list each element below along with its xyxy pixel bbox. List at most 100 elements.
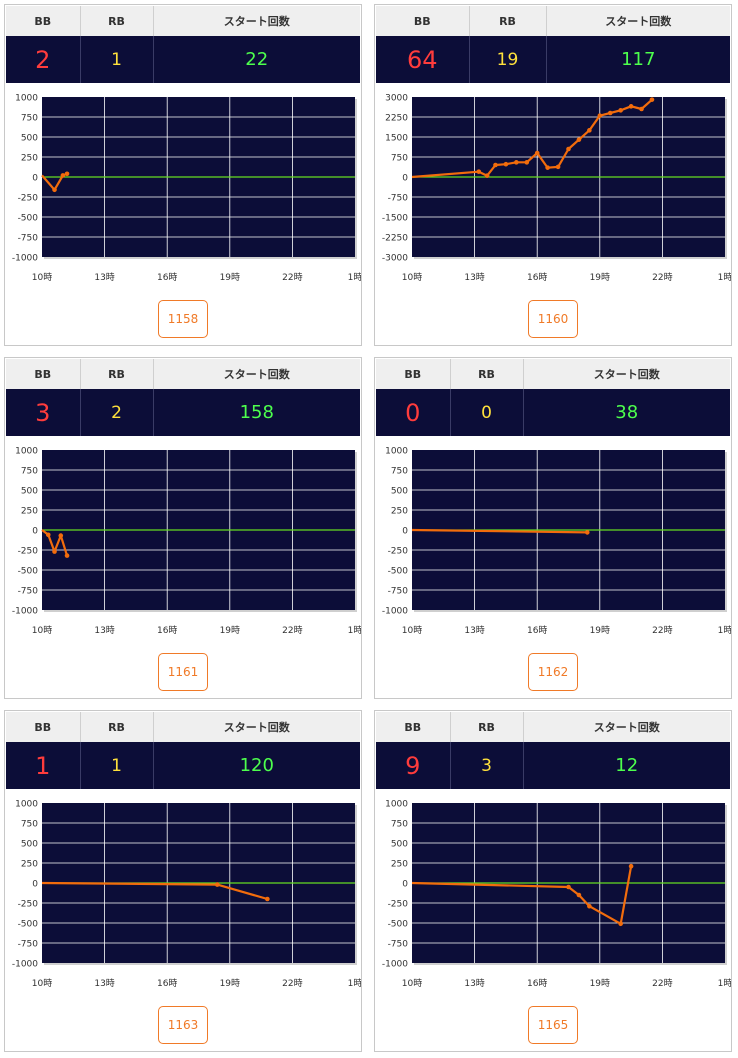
y-tick-label: 0 [32,880,38,890]
machine-number-button[interactable]: 1162 [528,653,578,691]
machine-card: BB RB スタート回数 9 3 12 1000 750 500 250 0 -250 -5… [374,710,732,1052]
y-tick-label: -500 [388,567,409,577]
y-tick-label: 500 [21,134,38,144]
y-tick-label: -750 [18,234,39,244]
x-tick-label: 1時 [718,272,731,283]
x-tick-label: 1時 [348,978,361,989]
data-point [503,161,509,167]
bb-value: 1 [6,742,81,789]
y-tick-label: -1000 [12,254,38,264]
machine-number-button[interactable]: 1158 [158,300,208,338]
y-tick-label: -1000 [12,960,38,970]
y-tick-label: 250 [391,507,408,517]
data-point [566,884,571,890]
start-count-header: スタート回数 [153,359,360,389]
rb-value: 1 [80,36,154,83]
x-tick-label: 13時 [464,272,484,283]
y-tick-label: 500 [391,487,408,497]
y-tick-label: -250 [18,194,39,204]
data-point [639,106,644,112]
slump-chart: 3000 2250 1500 750 0 -750 -1500 -2250 -3000 10時 13… [382,94,731,284]
start-count-value: 22 [153,36,360,83]
y-tick-label: -250 [18,900,39,910]
slump-chart: 1000 750 500 250 0 -250 -500 -750 -1000 10時 13時 16時… [382,447,731,637]
rb-header: RB [450,712,524,742]
data-point [607,110,613,116]
x-tick-label: 19時 [220,625,240,636]
start-count-header: スタート回数 [523,712,730,742]
y-tick-label: -750 [388,194,409,204]
data-point [618,108,623,113]
data-point [265,896,270,902]
machine-number-button[interactable]: 1160 [528,300,578,338]
rb-header: RB [80,6,154,36]
bb-value: 64 [376,36,470,83]
machine-number-button[interactable]: 1161 [158,653,208,691]
machine-number-button[interactable]: 1163 [158,1006,208,1044]
data-point [566,146,571,152]
bb-value: 3 [6,389,81,436]
data-point [597,113,603,118]
start-count-value: 117 [546,36,730,83]
machine-number-button[interactable]: 1165 [528,1006,578,1044]
bb-header: BB [376,712,451,742]
stats-table: BB RB スタート回数 64 19 117 [376,6,730,83]
machine-card: BB RB スタート回数 3 2 158 1000 750 500 250 0 -250 -… [4,357,362,699]
y-tick-label: 500 [21,487,38,497]
x-tick-label: 16時 [157,625,177,636]
start-count-header: スタート回数 [153,6,360,36]
x-tick-label: 16時 [527,272,547,283]
data-point [587,128,592,133]
data-point [555,164,561,170]
x-tick-label: 22時 [282,978,302,989]
x-tick-label: 13時 [94,625,114,636]
rb-value: 3 [450,742,524,789]
data-point [476,169,482,174]
rb-value: 1 [80,742,154,789]
y-tick-label: 2250 [385,114,408,124]
y-tick-label: 0 [32,174,38,184]
slump-chart: 1000 750 500 250 0 -250 -500 -750 -1000 10時 13時 16時… [12,447,361,637]
y-tick-label: 500 [391,840,408,850]
bb-header: BB [6,359,81,389]
x-tick-label: 1時 [348,625,361,636]
start-count-header: スタート回数 [153,712,360,742]
x-tick-label: 10時 [32,272,52,283]
start-count-header: スタート回数 [523,359,730,389]
rb-value: 0 [450,389,524,436]
x-tick-label: 13時 [464,625,484,636]
data-point [493,162,498,168]
machine-card: BB RB スタート回数 0 0 38 1000 750 500 250 0 -250 -5… [374,357,732,699]
y-tick-label: 1000 [15,447,38,457]
y-tick-label: 250 [21,507,38,517]
data-point [58,533,64,538]
stats-table: BB RB スタート回数 1 1 120 [6,712,360,789]
y-tick-label: 500 [21,840,38,850]
y-tick-label: 0 [32,527,38,537]
data-point [64,553,70,558]
x-tick-label: 13時 [464,978,484,989]
start-count-header: スタート回数 [546,6,730,36]
x-tick-label: 22時 [652,978,672,989]
y-tick-label: -1000 [382,607,408,617]
x-tick-label: 19時 [220,978,240,989]
x-tick-label: 22時 [282,625,302,636]
y-tick-label: -250 [18,547,39,557]
data-point [545,165,550,170]
data-point [52,549,57,554]
bb-value: 9 [376,742,451,789]
series-line [411,866,633,925]
data-point [584,530,590,535]
rb-header: RB [80,359,154,389]
x-tick-label: 16時 [157,978,177,989]
x-tick-label: 1時 [718,978,731,989]
y-tick-label: 250 [21,860,38,870]
y-tick-label: -750 [388,940,409,950]
y-tick-label: 1500 [385,134,408,144]
slump-chart: 1000 750 500 250 0 -250 -500 -750 -1000 10時 13時 16時… [382,800,731,990]
y-tick-label: 750 [21,820,38,830]
x-tick-label: 16時 [157,272,177,283]
y-tick-label: 1000 [15,800,38,810]
y-tick-label: 3000 [385,94,408,104]
x-tick-label: 22時 [652,625,672,636]
